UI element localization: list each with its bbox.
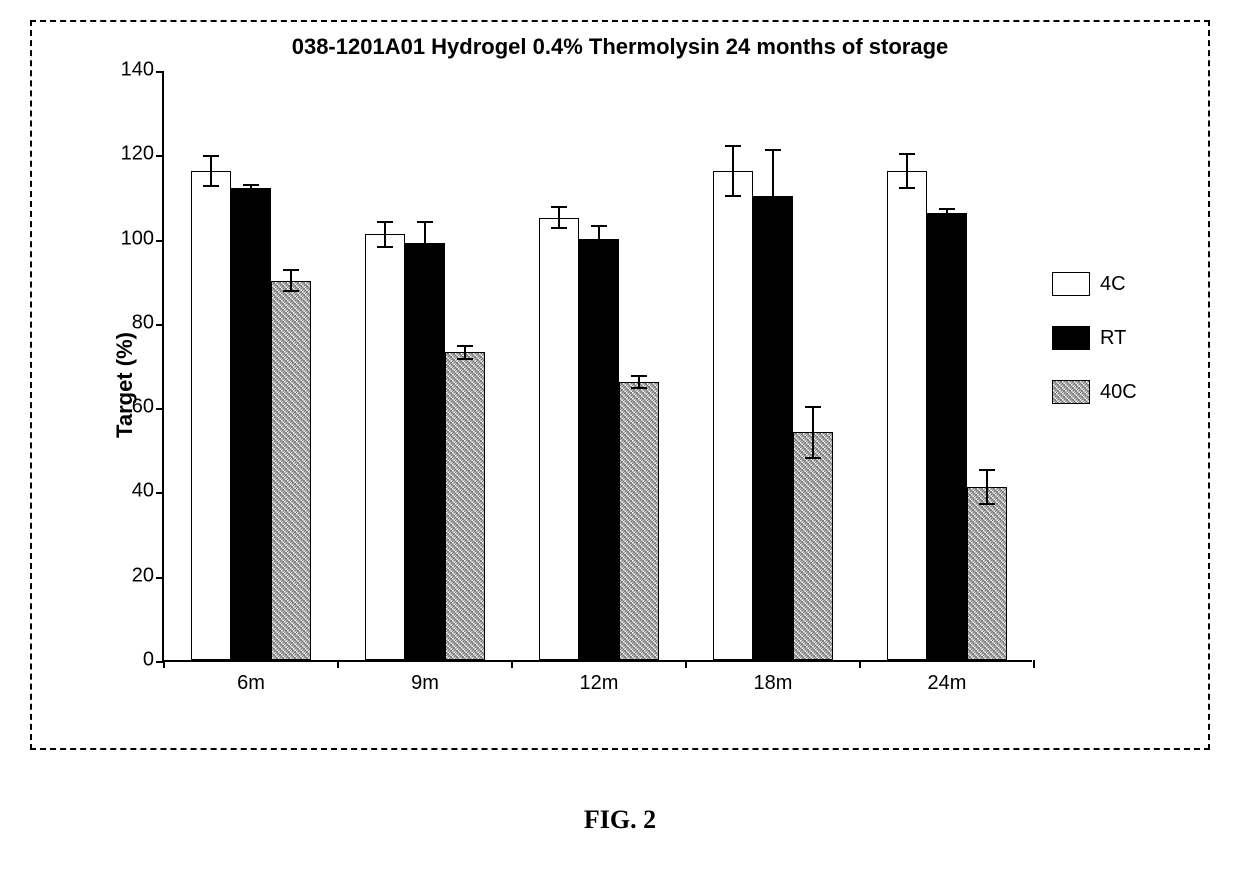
errorbar-cap (377, 246, 393, 248)
legend-item-40C: 40C (1052, 380, 1137, 404)
errorbar-cap (899, 153, 915, 155)
bar-RT (579, 239, 619, 660)
errorbar-cap (765, 149, 781, 151)
bar-4C (713, 171, 753, 660)
errorbar-cap (551, 206, 567, 208)
bar-RT (405, 243, 445, 660)
legend-item-4C: 4C (1052, 272, 1137, 296)
bar-RT (927, 213, 967, 660)
bar-40C (793, 432, 833, 660)
xtick-label: 6m (237, 672, 265, 695)
ytick-mark (156, 324, 164, 326)
legend: 4C RT 40C (1052, 272, 1137, 434)
xtick-mark (685, 660, 687, 668)
legend-swatch (1052, 326, 1090, 350)
y-axis-label: Target (%) (112, 332, 138, 438)
errorbar-cap (899, 187, 915, 189)
errorbar-cap (457, 345, 473, 347)
ytick-label: 100 (121, 227, 154, 250)
figure-container: 038-1201A01 Hydrogel 0.4% Thermolysin 24… (20, 20, 1220, 835)
errorbar-cap (765, 242, 781, 244)
xtick-mark (163, 660, 165, 668)
ytick-label: 80 (132, 311, 154, 334)
errorbar-cap (631, 387, 647, 389)
bar-RT (231, 188, 271, 660)
errorbar-cap (377, 221, 393, 223)
legend-swatch (1052, 380, 1090, 404)
xtick-label: 9m (411, 672, 439, 695)
ytick-mark (156, 71, 164, 73)
errorbar-cap (457, 358, 473, 360)
bar-40C (619, 382, 659, 660)
chart-frame: 038-1201A01 Hydrogel 0.4% Thermolysin 24… (30, 20, 1210, 750)
bar-RT (753, 196, 793, 660)
ytick-label: 40 (132, 480, 154, 503)
legend-item-RT: RT (1052, 326, 1137, 350)
bar-40C (271, 281, 311, 660)
bar-4C (365, 234, 405, 660)
errorbar (558, 207, 560, 228)
figure-caption: FIG. 2 (584, 805, 656, 835)
ytick-mark (156, 155, 164, 157)
xtick-label: 18m (754, 672, 793, 695)
errorbar-cap (203, 185, 219, 187)
legend-swatch (1052, 272, 1090, 296)
errorbar-cap (631, 375, 647, 377)
ytick-mark (156, 240, 164, 242)
errorbar-cap (417, 221, 433, 223)
legend-label: 40C (1100, 381, 1137, 404)
bar-40C (445, 352, 485, 660)
errorbar-cap (939, 217, 955, 219)
errorbar-cap (417, 263, 433, 265)
errorbar (772, 150, 774, 243)
ytick-label: 140 (121, 59, 154, 82)
errorbar-cap (283, 290, 299, 292)
errorbar-cap (725, 145, 741, 147)
errorbar (210, 156, 212, 186)
xtick-mark (859, 660, 861, 668)
xtick-label: 12m (580, 672, 619, 695)
ytick-label: 120 (121, 143, 154, 166)
errorbar-cap (979, 503, 995, 505)
errorbar-cap (725, 195, 741, 197)
ytick-mark (156, 577, 164, 579)
legend-label: 4C (1100, 273, 1126, 296)
xtick-mark (511, 660, 513, 668)
ytick-label: 20 (132, 564, 154, 587)
bar-4C (191, 171, 231, 660)
errorbar-cap (805, 406, 821, 408)
errorbar (732, 146, 734, 197)
bar-40C (967, 487, 1007, 660)
errorbar-cap (283, 269, 299, 271)
errorbar-cap (939, 208, 955, 210)
errorbar (812, 407, 814, 458)
errorbar-cap (243, 184, 259, 186)
bar-4C (887, 171, 927, 660)
errorbar (290, 270, 292, 291)
plot-area: 0204060801001201406m9m12m18m24m (162, 72, 1032, 662)
errorbar (598, 226, 600, 251)
errorbar-cap (203, 155, 219, 157)
ytick-mark (156, 408, 164, 410)
errorbar-cap (591, 225, 607, 227)
errorbar-cap (551, 227, 567, 229)
errorbar (986, 470, 988, 504)
ytick-label: 0 (143, 649, 154, 672)
errorbar-cap (805, 457, 821, 459)
xtick-mark (1033, 660, 1035, 668)
errorbar (384, 222, 386, 247)
chart-title: 038-1201A01 Hydrogel 0.4% Thermolysin 24… (32, 34, 1208, 60)
errorbar-cap (591, 250, 607, 252)
errorbar-cap (979, 469, 995, 471)
errorbar (906, 154, 908, 188)
xtick-mark (337, 660, 339, 668)
errorbar-cap (243, 190, 259, 192)
legend-label: RT (1100, 327, 1126, 350)
xtick-label: 24m (928, 672, 967, 695)
bar-4C (539, 218, 579, 661)
errorbar (424, 222, 426, 264)
ytick-mark (156, 492, 164, 494)
